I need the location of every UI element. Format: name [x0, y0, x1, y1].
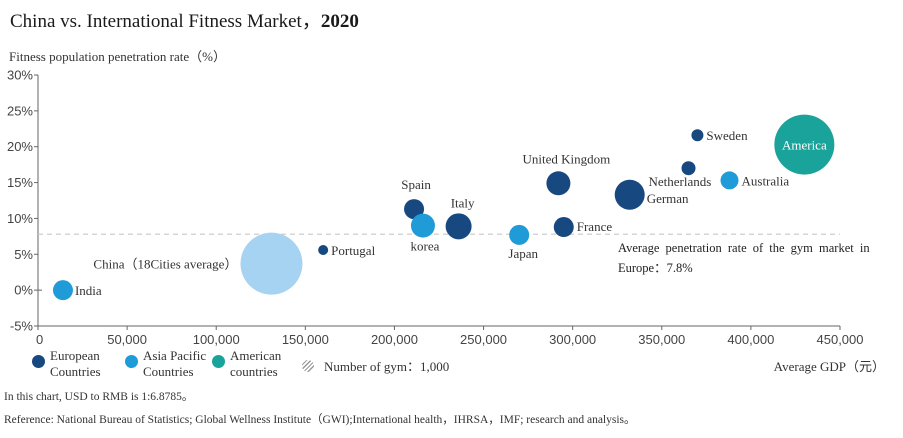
y-tick-label: 5% — [14, 247, 33, 262]
bubble-japan — [509, 224, 530, 245]
legend-label-american: American countries — [230, 348, 282, 379]
average-annotation-line2: Europe：7.8% — [618, 261, 693, 275]
bubble-sweden — [691, 129, 704, 142]
point-label: France — [577, 219, 613, 234]
x-tick-label: 450,000 — [817, 332, 864, 347]
point-label: Portugal — [331, 243, 375, 258]
legend-dot-european — [32, 355, 45, 368]
point-label: Spain — [401, 177, 431, 192]
bubble-spain — [404, 199, 425, 220]
bubble-india — [52, 280, 73, 301]
bubble-france — [553, 217, 574, 238]
legend-item-asia-pacific: Asia Pacific Countries — [125, 348, 223, 380]
x-tick-label: 300,000 — [549, 332, 596, 347]
legend-item-american: American countries — [212, 348, 310, 380]
bubble-australia — [720, 171, 739, 190]
x-tick-label: 250,000 — [460, 332, 507, 347]
reference-footnote: Reference: National Bureau of Statistics… — [4, 414, 636, 426]
legend-label-european: European Countries — [50, 348, 101, 379]
chart-title: China vs. International Fitness Market，2… — [10, 11, 359, 32]
point-label: German — [647, 191, 689, 206]
point-label: Sweden — [706, 128, 748, 143]
bubble-america — [774, 114, 835, 175]
point-label: America — [782, 138, 827, 153]
legend-dot-asia-pacific — [125, 355, 138, 368]
point-label: United Kingdom — [523, 151, 611, 166]
bubble-china-cities-average — [240, 232, 303, 295]
x-tick-label: 200,000 — [371, 332, 418, 347]
y-tick-label: 30% — [7, 68, 33, 83]
legend-item-gym-count: Number of gym：1,000 — [302, 356, 449, 375]
average-annotation-line1: Average penetration rate of the gym mark… — [618, 241, 870, 255]
y-tick-label: 0% — [14, 283, 33, 298]
bubble-italy — [445, 213, 472, 240]
legend-label-gym-count: Number of gym：1,000 — [324, 359, 450, 374]
y-tick-label: -5% — [10, 319, 34, 334]
x-tick-label: 400,000 — [727, 332, 774, 347]
currency-footnote: In this chart, USD to RMB is 1:6.8785。 — [4, 391, 194, 403]
point-label: Australia — [742, 173, 790, 188]
y-tick-label: 20% — [7, 139, 33, 154]
x-axis-label: Average GDP（元） — [773, 359, 885, 374]
y-tick-label: 15% — [7, 175, 33, 190]
point-label: Italy — [451, 195, 475, 210]
legend-item-european: European Countries — [32, 348, 130, 380]
bubble-german — [614, 179, 645, 210]
y-axis-label: Fitness population penetration rate（%） — [9, 49, 226, 64]
x-tick-label: 0 — [36, 332, 43, 347]
point-label: China（18Cities average） — [93, 257, 237, 272]
x-tick-label: 150,000 — [282, 332, 329, 347]
bubble-korea — [410, 213, 435, 238]
bubble-netherlands — [681, 161, 696, 176]
hatched-circle-icon — [302, 359, 314, 372]
point-label: Netherlands — [649, 174, 712, 189]
point-label: korea — [411, 239, 440, 254]
y-tick-label: 10% — [7, 211, 33, 226]
x-tick-label: 100,000 — [193, 332, 240, 347]
legend-label-asia-pacific: Asia Pacific Countries — [143, 348, 207, 379]
x-tick-label: 350,000 — [638, 332, 685, 347]
legend-dot-american — [212, 355, 225, 368]
point-label: India — [75, 283, 102, 298]
point-label: Japan — [508, 246, 538, 261]
bubble-portugal — [318, 244, 329, 255]
bubble-united-kingdom — [546, 171, 571, 196]
y-tick-label: 25% — [7, 103, 33, 118]
x-tick-label: 50,000 — [107, 332, 147, 347]
